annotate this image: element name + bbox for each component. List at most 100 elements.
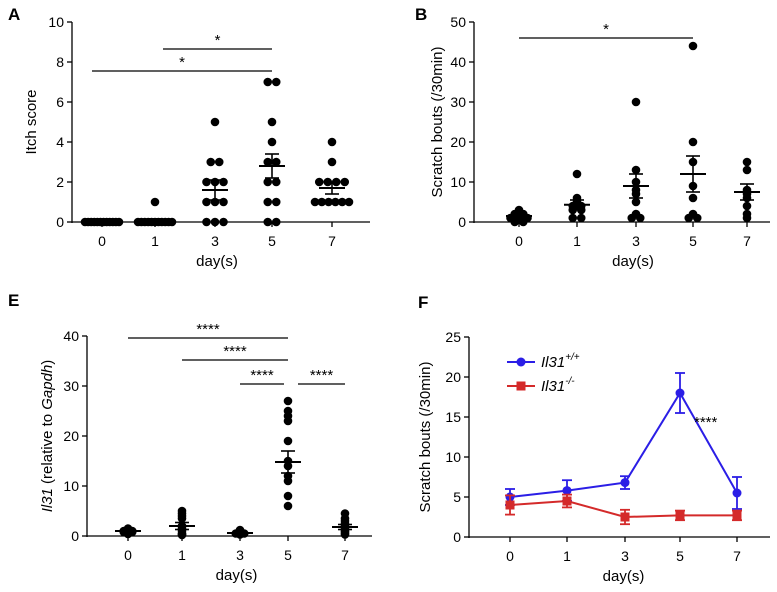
data-point [263,217,273,227]
significance-label: * [215,32,221,49]
y-tick-label: 10 [445,449,461,465]
data-point [177,514,187,523]
x-axis-title: day(s) [196,253,238,270]
y-tick-label: 10 [450,174,466,190]
panel-f: F 0 5 10 15 20 25 0 1 3 5 7 day(s) Scratch bouts (/30… [417,293,770,585]
data-point [692,213,702,223]
data-point [627,213,637,223]
data-point [327,157,337,167]
y-tick-label: 4 [56,134,64,150]
data-point [263,177,273,187]
data-point [150,197,160,207]
series-marker [620,478,630,488]
data-point [114,217,124,227]
data-point [283,501,293,511]
data-point [202,177,211,187]
y-tick-label: 30 [63,378,79,394]
x-tick-label: 3 [621,548,629,564]
x-tick-label: 3 [211,233,219,249]
panel-letter: E [8,291,19,310]
x-tick-label: 0 [124,547,132,563]
data-point [688,193,698,203]
series-marker [562,486,572,496]
y-tick-label: 6 [56,94,64,110]
x-tick-label: 5 [284,547,292,563]
legend-label: Il31+/+ [541,352,580,371]
y-tick-label: 20 [63,428,79,444]
x-tick-label: 1 [178,547,186,563]
x-tick-label: 7 [341,547,349,563]
y-tick-label: 2 [56,174,64,190]
data-point [568,213,578,223]
data-point [210,217,220,227]
panel-letter: F [418,293,428,312]
data-point [271,217,281,227]
data-point [631,97,641,107]
series-marker [505,500,515,510]
data-point [518,217,528,227]
data-point [631,197,641,207]
panel-e: E 0 10 20 30 40 0 1 3 5 7 day(s) Il31 (relative to G… [8,291,372,584]
data-point [271,197,281,207]
significance-label: **** [250,367,274,384]
x-tick-label: 0 [506,548,514,564]
y-tick-label: 20 [445,369,461,385]
data-point [310,197,320,207]
data-point [219,197,228,207]
x-axis-title: day(s) [612,253,654,270]
y-axis-title: Itch score [23,89,40,154]
x-tick-label: 0 [515,233,523,249]
data-point [235,530,245,539]
x-tick-label: 0 [98,233,106,249]
data-point [283,436,293,446]
y-tick-label: 10 [48,14,64,30]
series-marker [562,496,572,506]
y-tick-label: 40 [63,328,79,344]
y-tick-label: 0 [458,214,466,230]
panel-b: B 0 10 20 30 40 50 0 1 3 5 7 day(s) Scratch bouts (/3… [415,5,770,270]
y-tick-label: 0 [56,214,64,230]
series-marker [675,510,685,520]
data-point [635,213,645,223]
y-axis-title: Scratch bouts (/30min) [429,47,446,198]
panel-letter: A [8,5,20,24]
panel-letter: B [415,5,427,24]
legend-label: Il31-/- [541,376,575,395]
data-point [340,530,350,539]
x-tick-label: 7 [743,233,751,249]
data-point [267,137,277,147]
series-marker [620,512,630,522]
data-point [283,491,293,501]
data-point [576,213,586,223]
data-point [202,217,211,227]
data-point [271,157,281,167]
y-tick-label: 20 [450,134,466,150]
x-tick-label: 7 [328,233,336,249]
data-point [219,177,228,187]
data-point [742,157,752,167]
x-axis-title: day(s) [216,567,258,584]
data-point [510,217,520,227]
y-tick-label: 5 [453,489,461,505]
data-point [283,476,293,486]
x-tick-label: 3 [236,547,244,563]
data-point [344,197,354,207]
y-tick-label: 10 [63,478,79,494]
data-point [202,197,211,207]
y-tick-label: 40 [450,54,466,70]
data-point [684,213,694,223]
data-point [263,157,273,167]
series-marker [732,510,742,520]
data-point [283,396,293,406]
data-point [167,217,177,227]
x-tick-label: 1 [573,233,581,249]
y-tick-label: 0 [453,529,461,545]
data-point [337,197,347,207]
data-point [177,530,187,540]
data-point [314,177,324,187]
data-point [214,157,224,167]
x-tick-label: 3 [632,233,640,249]
data-point [331,197,340,207]
data-point [742,165,752,175]
